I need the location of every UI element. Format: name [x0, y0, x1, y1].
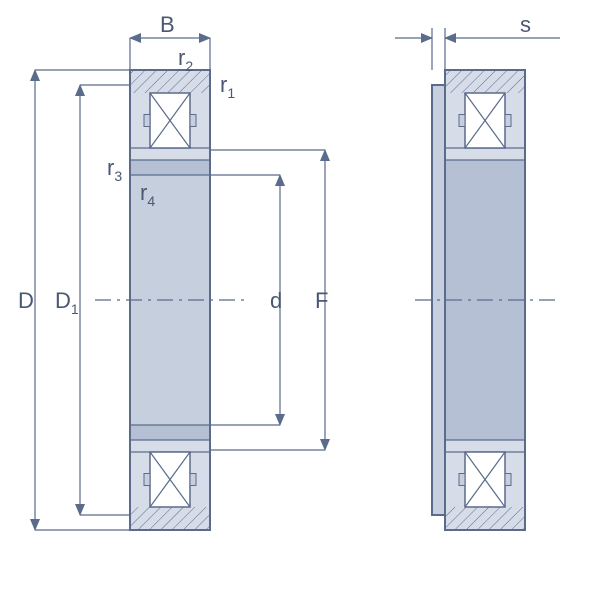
svg-text:D: D: [18, 288, 34, 313]
bearing-diagram: BsDD1dFr1r2r3r4: [0, 0, 600, 600]
svg-text:D1: D1: [55, 288, 79, 317]
svg-text:r2: r2: [178, 45, 193, 74]
svg-text:d: d: [270, 288, 282, 313]
svg-text:r1: r1: [220, 72, 235, 101]
svg-text:r3: r3: [107, 155, 122, 184]
svg-text:F: F: [315, 288, 328, 313]
svg-text:B: B: [160, 12, 175, 37]
svg-text:s: s: [520, 12, 531, 37]
